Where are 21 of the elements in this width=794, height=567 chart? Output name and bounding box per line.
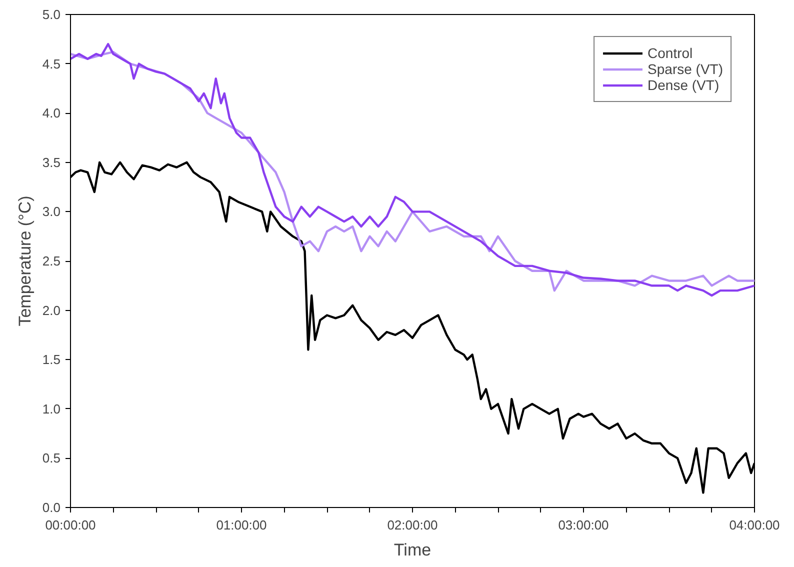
x-axis-title: Time [394, 540, 432, 560]
y-tick-label: 3.5 [42, 154, 61, 170]
y-tick-label: 3.0 [42, 204, 61, 220]
y-tick-label: 4.5 [42, 56, 61, 72]
y-tick-label: 1.5 [42, 352, 61, 368]
y-tick-label: 5.0 [42, 7, 61, 22]
legend-label: Dense (VT) [648, 77, 720, 93]
legend-label: Control [648, 45, 693, 61]
y-axis-title: Temperature (°C) [15, 196, 34, 326]
y-tick-label: 0.5 [42, 450, 61, 466]
x-tick-label: 01:00:00 [216, 518, 267, 532]
y-tick-label: 2.0 [42, 302, 61, 318]
y-tick-label: 4.0 [42, 106, 61, 121]
x-tick-label: 00:00:00 [45, 518, 96, 532]
y-tick-label: 1.0 [42, 401, 61, 416]
x-tick-label: 04:00:00 [729, 518, 780, 532]
x-tick-label: 03:00:00 [558, 518, 609, 532]
y-tick-label: 2.5 [42, 254, 61, 268]
x-tick-label: 02:00:00 [387, 518, 438, 532]
legend-label: Sparse (VT) [648, 61, 723, 77]
y-tick-label: 0.0 [42, 500, 61, 515]
